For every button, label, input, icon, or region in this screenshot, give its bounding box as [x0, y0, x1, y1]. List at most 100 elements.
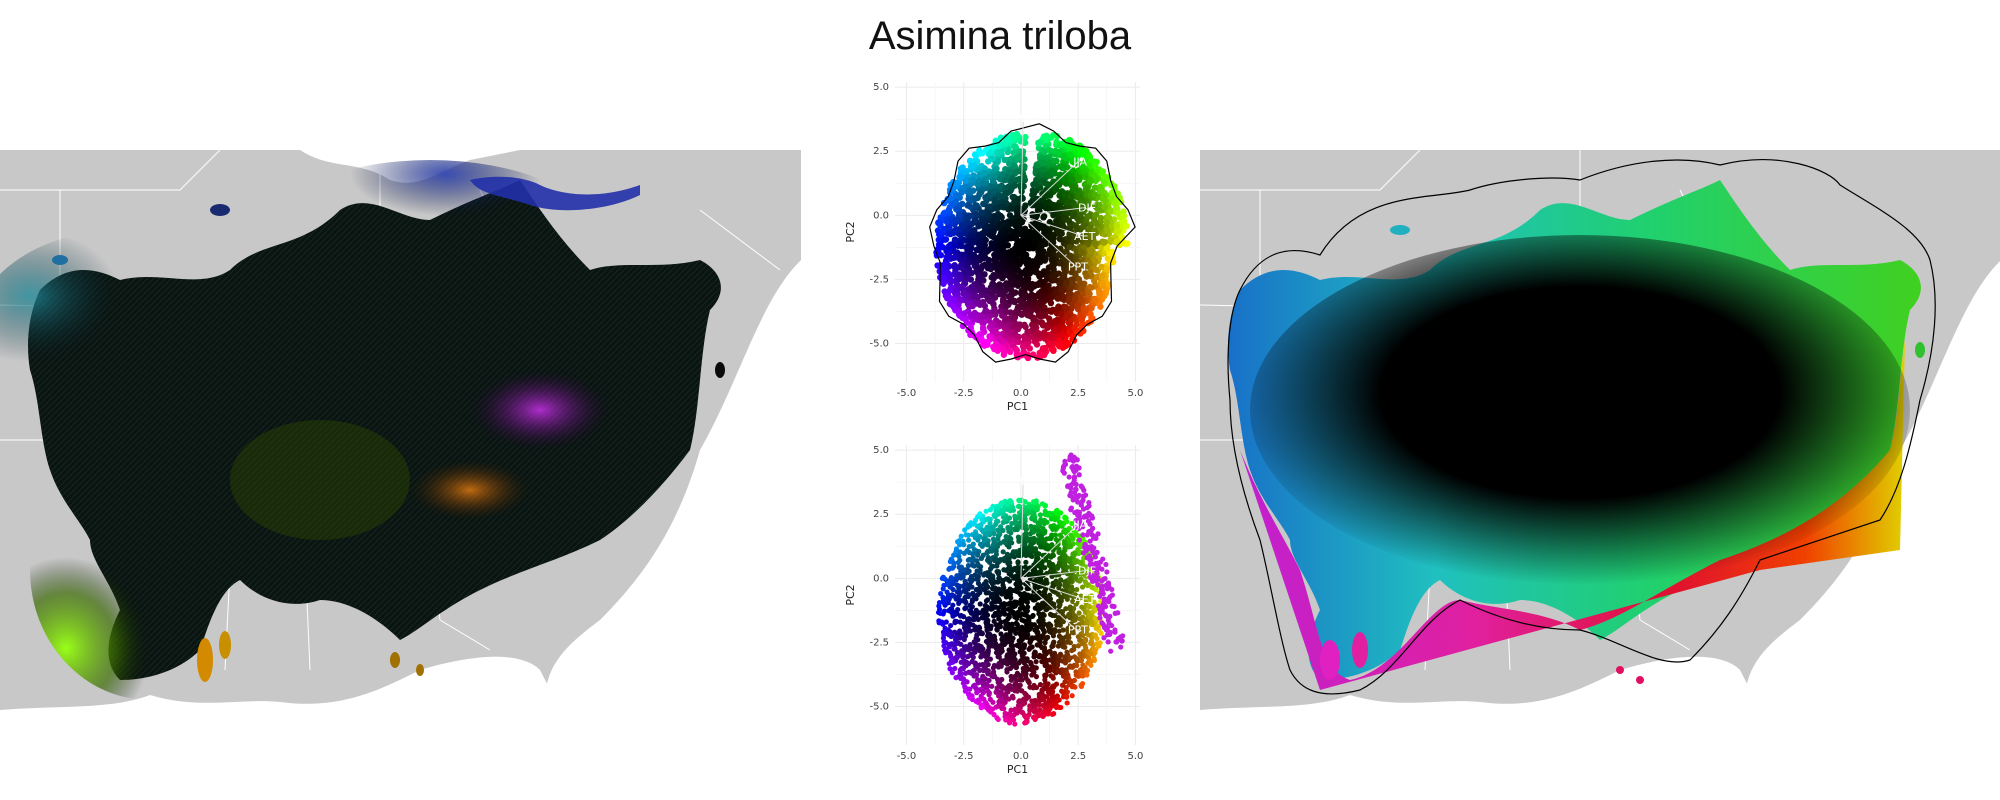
color-space-point [1081, 309, 1088, 316]
sample-point [1011, 611, 1017, 618]
color-space-point [990, 233, 997, 241]
sample-point [1051, 711, 1057, 717]
sample-point [1039, 559, 1045, 565]
sample-point [1026, 585, 1032, 592]
sample-point [963, 532, 969, 538]
sample-point [939, 575, 945, 581]
sample-point [1042, 537, 1048, 543]
sample-point [941, 638, 947, 645]
color-space-point [1018, 300, 1025, 307]
sample-point [983, 608, 989, 614]
sample-point [985, 516, 992, 522]
sample-point [947, 666, 953, 672]
sample-point [1069, 693, 1075, 699]
sample-point [1077, 560, 1084, 566]
color-space-point [1054, 341, 1062, 348]
color-space-point [1068, 262, 1075, 270]
sample-point [1037, 612, 1044, 619]
y-axis-label: PC2 [844, 221, 857, 242]
sample-point [996, 586, 1002, 592]
observed-climate-rgb-map [0, 150, 801, 723]
x-tick-label: 5.0 [1127, 388, 1143, 399]
color-space-point [1099, 168, 1107, 175]
color-space-point [1048, 257, 1056, 264]
sample-point [1021, 700, 1028, 706]
sample-point [953, 549, 959, 555]
color-space-point [1083, 273, 1090, 280]
color-space-point [963, 167, 971, 175]
sample-point [973, 531, 979, 537]
color-space-point [1076, 260, 1084, 267]
sample-point [1012, 519, 1018, 526]
sample-point [970, 555, 976, 562]
sample-point [990, 563, 996, 569]
sample-point [954, 618, 960, 625]
color-space-point [943, 294, 951, 302]
color-space-point [945, 250, 953, 257]
sample-point [1055, 615, 1062, 621]
color-space-point [1022, 323, 1029, 331]
color-space-point [951, 262, 958, 269]
sample-point [1073, 532, 1079, 538]
sample-point [1042, 672, 1048, 678]
color-space-point [1075, 174, 1083, 181]
sample-point [946, 650, 953, 656]
color-space-point [972, 202, 980, 209]
sample-point [998, 684, 1004, 690]
sample-point [1006, 614, 1012, 620]
sample-point [1079, 604, 1085, 610]
sample-point [984, 639, 991, 645]
color-space-point [1038, 270, 1046, 277]
sample-point [1060, 637, 1066, 643]
color-space-point [1028, 244, 1036, 252]
sample-point [1027, 639, 1033, 646]
color-space-point [1012, 265, 1020, 272]
color-space-point [1011, 148, 1019, 155]
color-space-point [1108, 220, 1116, 228]
sample-point [983, 615, 989, 622]
sample-point [970, 683, 977, 689]
color-space-point [1067, 152, 1075, 159]
sample-point [1050, 688, 1056, 694]
sample-point [1047, 592, 1053, 598]
color-space-point [969, 177, 976, 184]
sample-point [1033, 665, 1039, 671]
sample-point [1001, 600, 1007, 607]
atlantic-water [544, 260, 801, 723]
sample-point [1078, 576, 1084, 583]
color-space-point [1043, 275, 1051, 283]
sample-point [1037, 652, 1043, 658]
sample-point [998, 524, 1004, 530]
color-space-point [968, 212, 976, 219]
sample-point [967, 621, 973, 627]
color-space-point [1059, 152, 1066, 160]
sample-point [972, 649, 978, 655]
color-space-point [1041, 148, 1048, 156]
sample-point [985, 557, 991, 563]
color-space-point [1005, 249, 1013, 256]
color-space-point [1006, 274, 1014, 281]
color-space-point [982, 236, 989, 244]
sample-point [997, 540, 1004, 546]
sample-point [1017, 580, 1024, 587]
sample-point [1002, 540, 1008, 546]
color-space-point [967, 239, 975, 247]
color-space-point [1039, 159, 1047, 166]
sample-point [1004, 501, 1011, 508]
sample-point [1006, 525, 1012, 531]
color-space-point [1064, 313, 1071, 320]
color-space-point [1035, 140, 1042, 147]
sample-point [1016, 520, 1022, 526]
color-space-point [1009, 340, 1016, 348]
color-space-point [1111, 199, 1118, 207]
sample-point [1026, 680, 1032, 686]
sample-point [1035, 632, 1041, 638]
sample-point [1024, 656, 1030, 662]
sample-point [974, 690, 980, 696]
sample-point [1086, 604, 1092, 610]
sample-point [1022, 714, 1029, 720]
sample-point [994, 563, 1000, 569]
sample-point [950, 586, 956, 593]
color-space-point [1077, 208, 1084, 215]
sample-point [967, 582, 973, 588]
